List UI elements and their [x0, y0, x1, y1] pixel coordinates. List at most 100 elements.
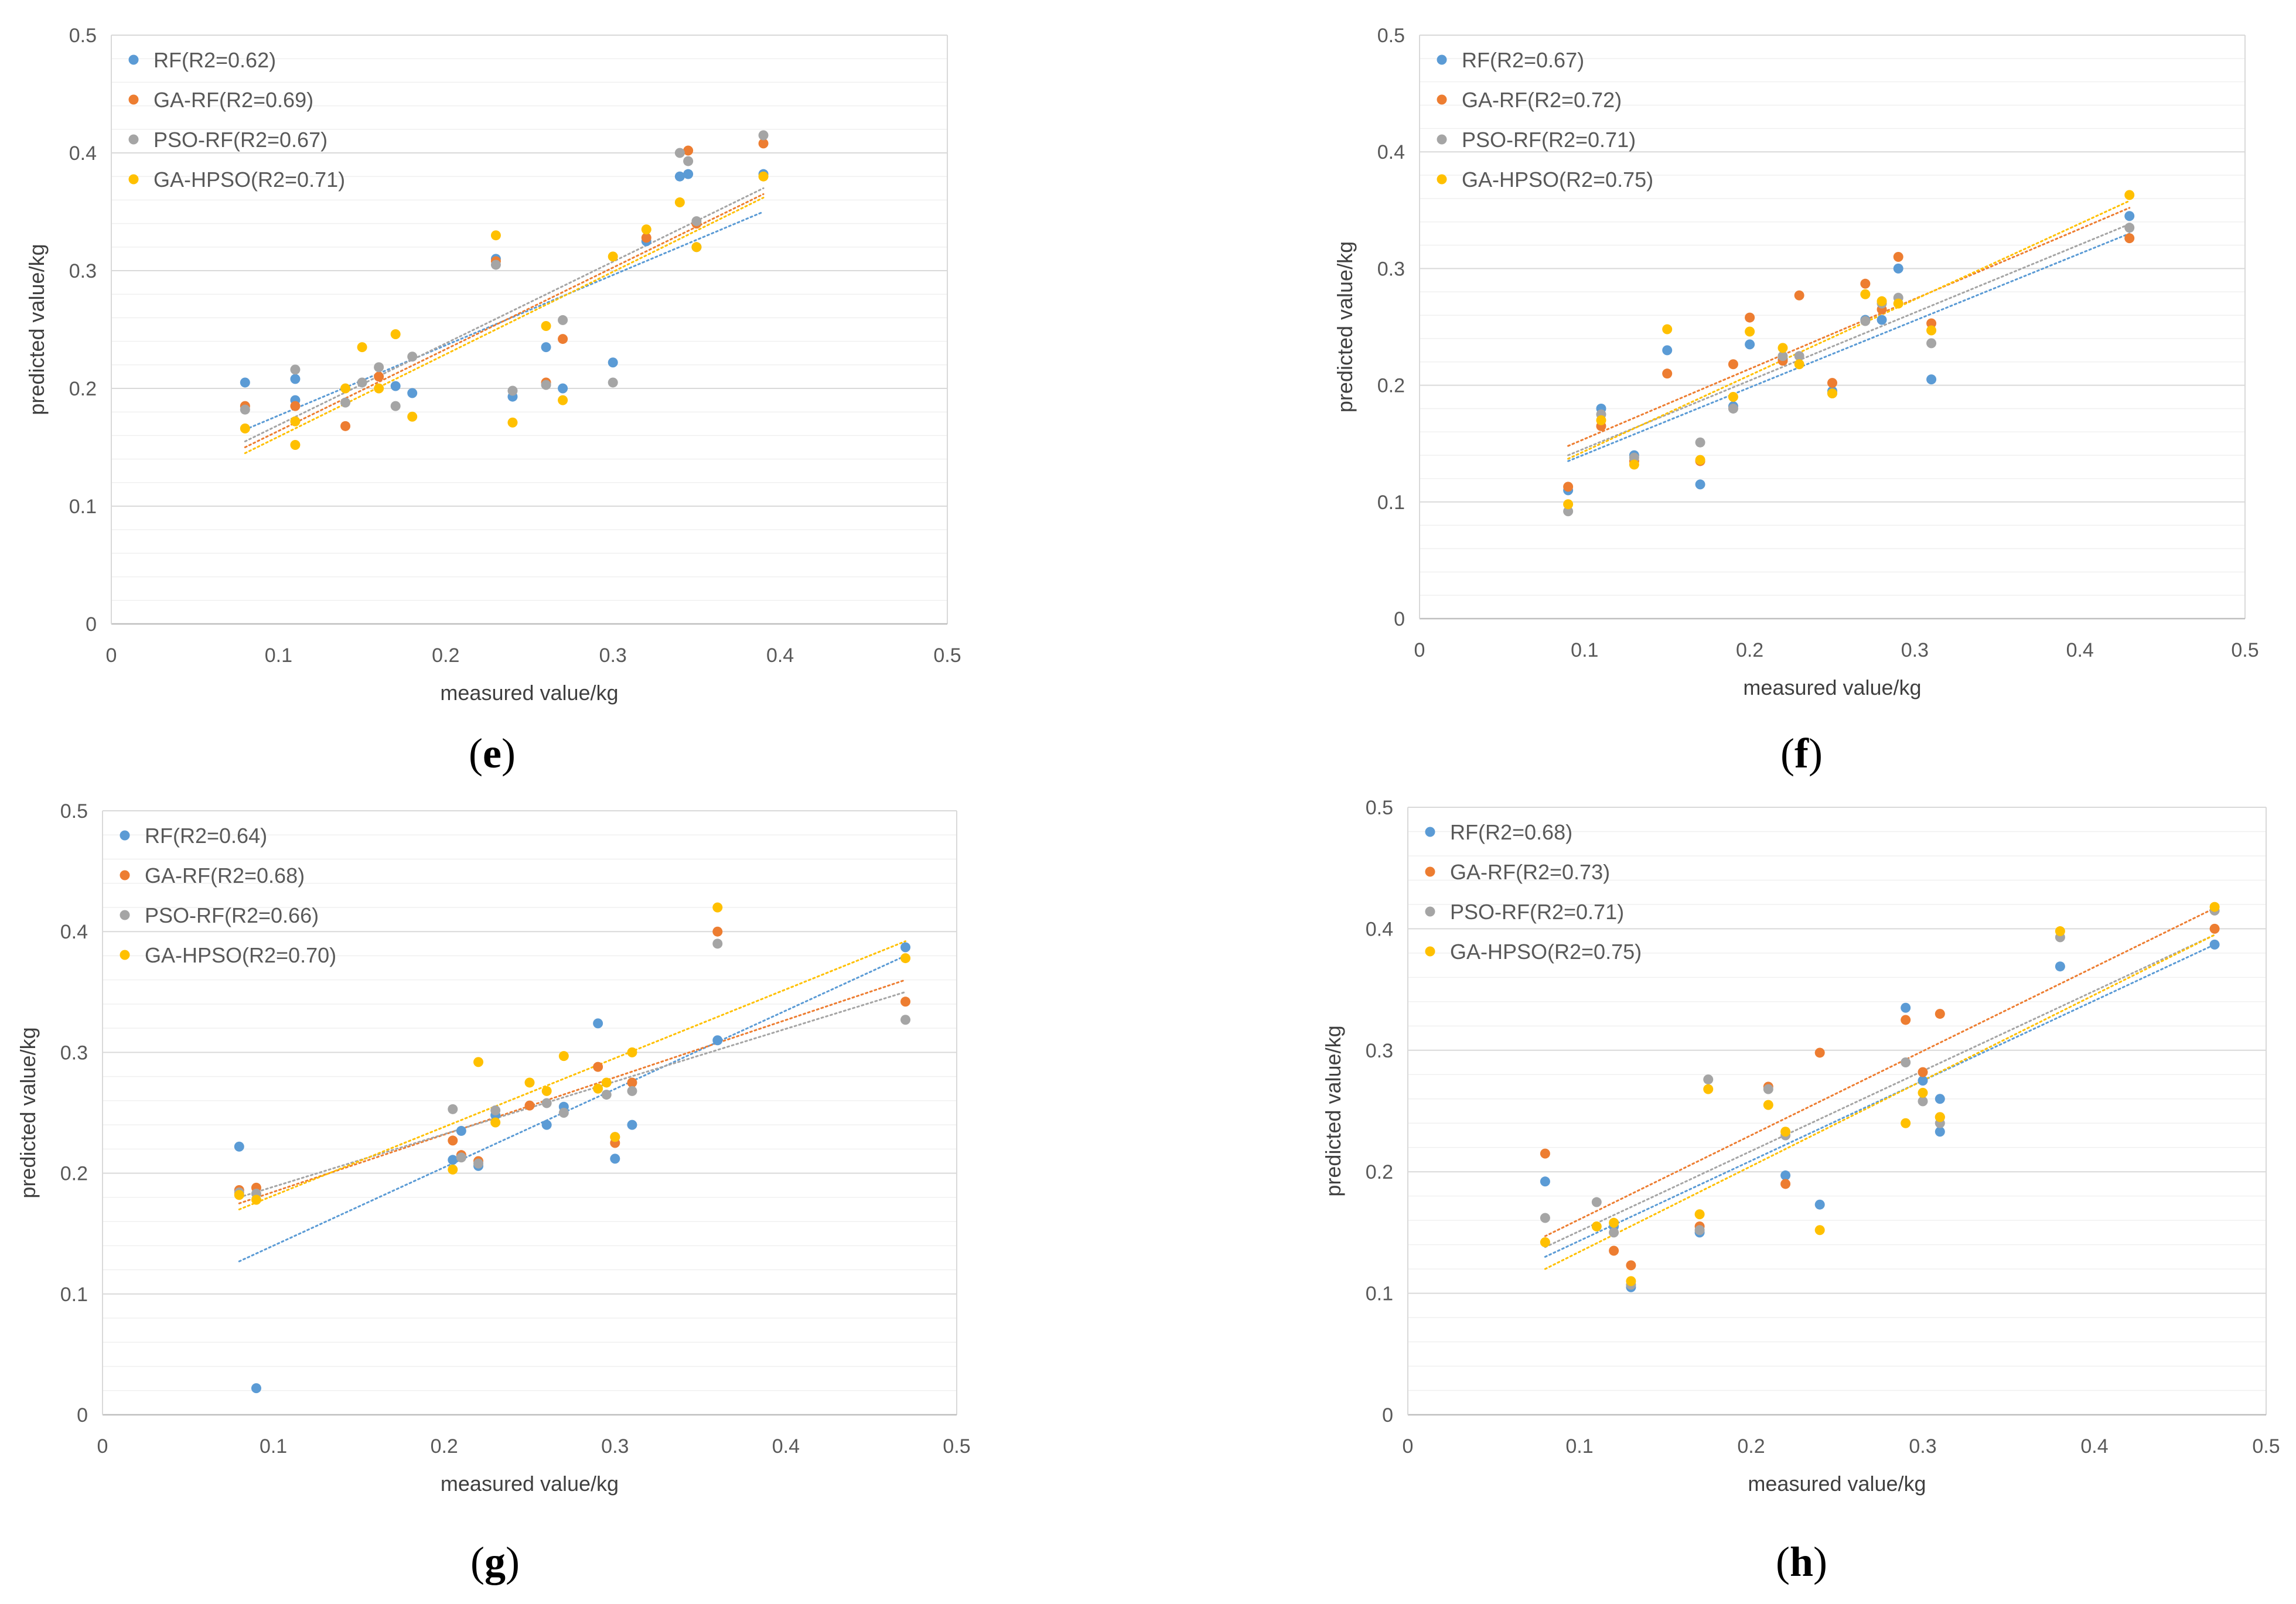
legend-entry: GA-HPSO(R2=0.71)	[153, 168, 345, 192]
data-point-pso-rf	[1926, 338, 1937, 349]
data-point-ga-rf	[1728, 359, 1738, 370]
data-point-ga-rf	[1563, 482, 1574, 492]
data-point-pso-rf	[1629, 452, 1639, 463]
data-point-ga-hpso	[1609, 1217, 1619, 1228]
data-point-ga-hpso	[712, 902, 723, 913]
x-tick-label: 0.4	[772, 1435, 800, 1458]
x-tick-label: 0.1	[1571, 639, 1598, 661]
x-tick-label: 0	[97, 1435, 108, 1458]
legend-entry: RF(R2=0.68)	[1450, 820, 1572, 844]
legend-entry: RF(R2=0.64)	[145, 824, 267, 848]
data-point-pso-rf	[1778, 351, 1788, 361]
x-tick-label: 0.5	[2252, 1435, 2280, 1458]
data-point-ga-hpso	[1935, 1112, 1945, 1122]
data-point-ga-rf	[1901, 1015, 1911, 1025]
x-tick-label: 0.2	[1736, 639, 1763, 661]
data-point-rf	[240, 377, 250, 388]
data-point-rf	[407, 388, 418, 398]
data-point-ga-hpso	[1778, 343, 1788, 353]
data-point-rf	[448, 1155, 458, 1165]
chart-panel-e: 0 0.1 0.2 0.3 0.4 0.5 0 0.1 0.2 0.3 0.4 0.5 measured…	[25, 25, 961, 777]
x-axis-title: measured value/kg	[1748, 1472, 1926, 1496]
data-point-rf	[541, 342, 551, 353]
legend-entry: PSO-RF(R2=0.71)	[1462, 128, 1636, 152]
data-point-ga-hpso	[1763, 1100, 1773, 1110]
data-point-pso-rf	[608, 377, 618, 388]
trendline-ga-rf	[1567, 207, 2131, 447]
chart-panel-g: 0 0.1 0.2 0.3 0.4 0.5 0 0.1 0.2 0.3 0.4 0.5 measured…	[16, 800, 971, 1585]
data-point-pso-rf	[374, 362, 384, 373]
legend-marker-rf	[128, 54, 139, 65]
data-point-ga-hpso	[1918, 1087, 1928, 1098]
panel-label: (f)	[1780, 730, 1823, 777]
data-point-ga-hpso	[691, 242, 702, 252]
data-point-ga-hpso	[290, 416, 301, 426]
data-point-ga-rf	[2209, 923, 2220, 934]
data-point-ga-hpso	[541, 320, 551, 331]
data-point-rf	[290, 374, 301, 384]
x-tick-label: 0.5	[933, 644, 961, 667]
data-point-pso-rf	[541, 380, 551, 390]
data-point-pso-rf	[1609, 1227, 1619, 1238]
y-tick-label: 0.4	[1377, 141, 1405, 163]
y-tick-label: 0	[86, 613, 97, 636]
x-axis-title: measured value/kg	[440, 681, 618, 705]
panel-label: (g)	[470, 1538, 520, 1585]
y-axis-title: predicted value/kg	[25, 244, 49, 415]
y-tick-label: 0.1	[1366, 1283, 1393, 1305]
data-point-ga-rf	[524, 1100, 535, 1111]
x-tick-label: 0.1	[260, 1435, 287, 1458]
data-point-ga-rf	[2124, 233, 2135, 244]
data-point-pso-rf	[1860, 316, 1871, 326]
data-point-ga-hpso	[1745, 326, 1755, 337]
data-point-ga-hpso	[1814, 1225, 1825, 1236]
data-point-pso-rf	[900, 1015, 911, 1025]
data-point-ga-hpso	[558, 1051, 569, 1062]
trendline-rf	[238, 954, 907, 1262]
data-point-ga-hpso	[1794, 359, 1804, 370]
data-point-ga-rf	[900, 996, 911, 1007]
chart-panel-h: 0 0.1 0.2 0.3 0.4 0.5 0 0.1 0.2 0.3 0.4 0.5 measured…	[1321, 797, 2280, 1585]
legend-marker-ga-hpso	[1437, 174, 1447, 185]
data-point-rf	[1935, 1094, 1945, 1104]
x-tick-label: 0.4	[2080, 1435, 2108, 1458]
trendline-ga-rf	[1544, 907, 2216, 1237]
legend-entry: GA-RF(R2=0.72)	[1462, 88, 1622, 112]
data-point-ga-hpso	[641, 224, 651, 235]
data-point-rf	[1540, 1176, 1550, 1187]
data-point-ga-rf	[1827, 378, 1837, 388]
y-tick-label: 0.3	[69, 260, 97, 282]
data-point-rf	[541, 1120, 552, 1130]
legend-entry: PSO-RF(R2=0.71)	[1450, 900, 1624, 924]
x-tick-label: 0.4	[766, 644, 794, 667]
data-point-ga-rf	[340, 421, 351, 431]
data-point-ga-hpso	[1893, 298, 1903, 309]
legend-marker-pso-rf	[1425, 906, 1435, 917]
legend-entry: GA-HPSO(R2=0.70)	[145, 943, 336, 967]
data-point-ga-hpso	[1626, 1276, 1636, 1286]
x-tick-label: 0.2	[432, 644, 459, 667]
data-point-ga-hpso	[1827, 388, 1837, 399]
data-point-ga-rf	[1814, 1047, 1825, 1058]
x-tick-label: 0.3	[601, 1435, 629, 1458]
x-tick-label: 0	[1414, 639, 1425, 661]
data-point-ga-rf	[1626, 1260, 1636, 1271]
data-point-ga-hpso	[1703, 1084, 1714, 1094]
data-point-rf	[1893, 263, 1903, 274]
y-axis-title: predicted value/kg	[1321, 1025, 1345, 1196]
data-point-ga-rf	[448, 1135, 458, 1146]
data-point-pso-rf	[1918, 1096, 1928, 1107]
data-point-ga-hpso	[758, 171, 769, 182]
x-tick-label: 0.2	[431, 1435, 458, 1458]
data-point-ga-hpso	[1860, 289, 1871, 299]
data-point-rf	[1814, 1199, 1825, 1210]
x-axis-title: measured value/kg	[441, 1472, 619, 1496]
data-point-pso-rf	[1540, 1213, 1550, 1223]
y-tick-label: 0.1	[1377, 492, 1405, 514]
data-point-pso-rf	[558, 315, 568, 325]
data-point-pso-rf	[507, 385, 518, 396]
x-tick-label: 0.1	[265, 644, 292, 667]
data-point-ga-hpso	[407, 411, 418, 422]
data-point-ga-hpso	[340, 383, 351, 394]
